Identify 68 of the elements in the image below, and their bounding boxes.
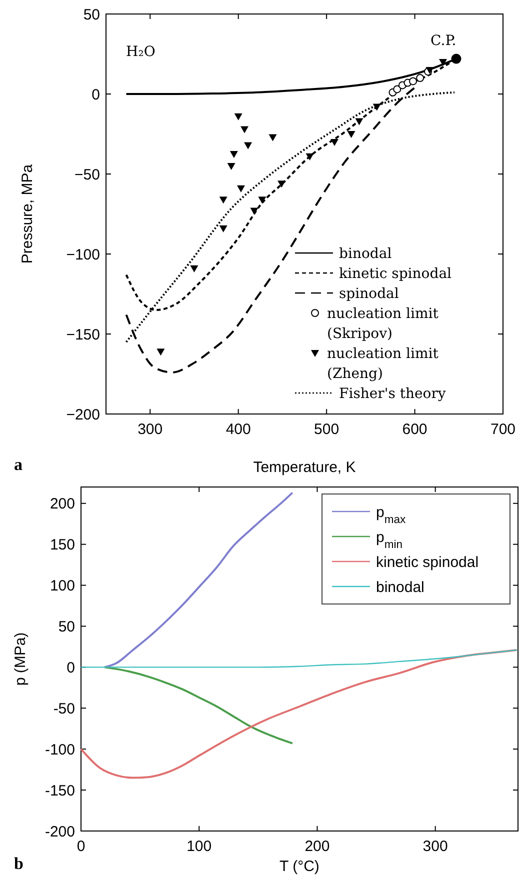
annotation: C.P. [430, 32, 456, 49]
legend-label: nucleation limit (Zheng) [327, 346, 439, 382]
point [278, 180, 286, 188]
y-tick-label: −50 [74, 166, 100, 184]
y-tick-label: 150 [50, 536, 75, 554]
legend-label: p$_{max}$ [376, 504, 406, 526]
y-tick-label: 100 [50, 578, 75, 595]
x-axis-title: Temperature, K [253, 459, 356, 476]
point [416, 74, 424, 82]
y-tick-label: 0 [66, 659, 75, 676]
y-tick-label: 200 [50, 496, 75, 513]
point [244, 142, 252, 150]
point [250, 208, 258, 215]
point [190, 265, 198, 272]
annotation: H₂O [126, 44, 156, 60]
y-tick-label: −200 [66, 406, 100, 424]
y-tick-label: -100 [44, 741, 75, 758]
point [234, 113, 242, 120]
legend-label: kinetic spinodal [376, 554, 479, 571]
point [227, 163, 236, 170]
y-tick-label: -200 [44, 823, 75, 840]
point [306, 153, 314, 160]
point [258, 196, 266, 204]
point [230, 151, 238, 158]
legend-label: Fisher's theory [339, 386, 446, 402]
line-series [104, 492, 294, 668]
text: b [14, 854, 24, 873]
point [439, 59, 448, 66]
legend-label: nucleation limit (Skripov) [327, 306, 439, 342]
x-tick-label: 100 [186, 838, 212, 855]
point [409, 77, 418, 86]
point [240, 126, 249, 134]
legend-label: spinodal [339, 286, 400, 302]
legend-label: kinetic spinodal [339, 266, 452, 282]
legend-label: binodal [339, 246, 392, 262]
line-series [104, 666, 294, 744]
point [236, 185, 245, 192]
line-series [80, 649, 518, 668]
x-tick-label: 500 [314, 421, 340, 438]
point [355, 118, 364, 126]
point [347, 131, 356, 138]
point [393, 85, 402, 94]
x-tick-label: 200 [304, 838, 330, 855]
point [156, 348, 165, 356]
point [451, 54, 462, 64]
x-tick-label: 300 [138, 421, 163, 438]
y-tick-label: 50 [83, 6, 100, 24]
y-tick-label: 0 [92, 86, 100, 104]
x-axis-title: T (°C) [280, 858, 320, 875]
point [330, 139, 338, 146]
y-tick-label: -150 [44, 782, 75, 800]
y-axis-title: p (MPa) [12, 632, 29, 686]
point [219, 225, 228, 232]
y-axis-title: Pressure, MPa [19, 164, 36, 264]
line-series [80, 648, 518, 779]
legend-label: binodal [376, 578, 424, 596]
point [268, 134, 277, 142]
legend-label: p$_{min}$ [376, 528, 402, 551]
x-tick-label: 600 [402, 421, 428, 438]
y-tick-label: -50 [53, 700, 75, 718]
x-tick-label: 300 [422, 838, 448, 855]
y-tick-label: 50 [58, 618, 75, 636]
point [219, 196, 228, 204]
y-tick-label: −100 [66, 246, 100, 264]
y-tick-label: −150 [66, 326, 100, 344]
text: a [14, 455, 23, 474]
x-tick-label: 700 [490, 421, 516, 438]
x-tick-label: 400 [226, 421, 251, 438]
